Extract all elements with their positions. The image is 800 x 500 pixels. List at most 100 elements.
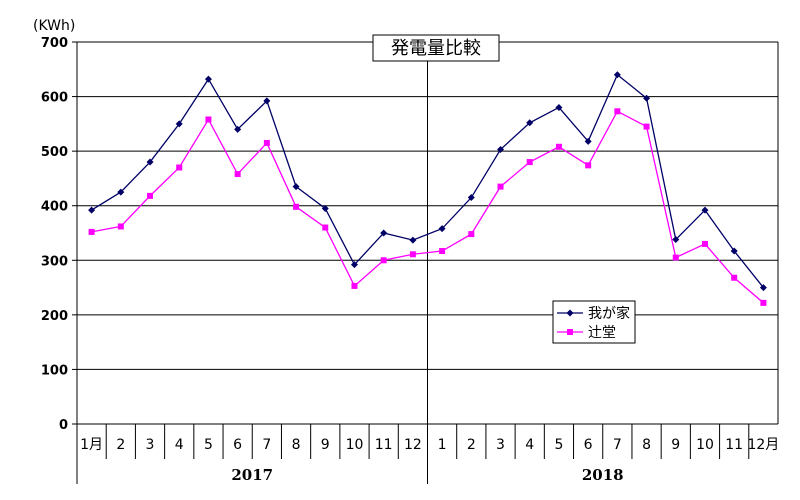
legend-label-0: 我が家 — [588, 305, 630, 322]
y-tick-label-400: 400 — [41, 200, 68, 215]
x-group-label-1: 2018 — [582, 466, 624, 484]
x-tick-label: 1 — [438, 437, 447, 453]
data-point — [759, 284, 767, 292]
chart-title-box: 発電量比較 — [372, 34, 500, 62]
x-tick-label: 11 — [375, 437, 393, 453]
data-point — [731, 274, 738, 281]
x-tick-label: 6 — [233, 437, 242, 453]
x-tick-label: 11 — [725, 437, 743, 453]
x-tick-label: 5 — [554, 437, 563, 453]
data-point — [350, 261, 358, 269]
legend-marker-1 — [567, 329, 573, 335]
data-point — [672, 236, 680, 244]
x-tick-label: 12月 — [747, 437, 779, 453]
x-tick-label: 1月 — [80, 437, 103, 453]
data-point — [730, 247, 738, 255]
data-point — [292, 183, 300, 191]
series-0 — [88, 71, 767, 292]
y-tick-label-0: 0 — [59, 418, 68, 433]
data-point — [526, 159, 533, 166]
data-point — [614, 108, 621, 115]
data-point — [351, 282, 358, 289]
data-point — [88, 228, 95, 235]
legend-label-1: 辻堂 — [588, 325, 616, 341]
data-point — [701, 240, 708, 247]
x-tick-label: 2 — [116, 437, 125, 453]
data-point — [380, 229, 388, 237]
data-point — [584, 137, 592, 145]
data-point — [234, 125, 242, 133]
data-point — [88, 206, 96, 214]
data-point — [321, 204, 329, 212]
data-point — [468, 231, 475, 238]
data-point — [497, 146, 505, 154]
series-layer — [88, 71, 767, 306]
x-tick-label: 3 — [146, 437, 155, 453]
data-point — [672, 254, 679, 261]
data-point — [467, 194, 475, 202]
x-tick-label: 5 — [204, 437, 213, 453]
x-tick-label: 7 — [262, 437, 271, 453]
x-tick-label: 9 — [671, 437, 680, 453]
data-point — [293, 203, 300, 210]
x-tick-label: 4 — [525, 437, 534, 453]
y-tick-label-300: 300 — [41, 254, 68, 269]
x-tick-label: 10 — [346, 437, 364, 453]
y-tick-label-100: 100 — [41, 363, 68, 378]
y-axis-ticks: 0 100 200 300 400 500 600 700 — [41, 36, 77, 433]
y-tick-label-200: 200 — [41, 309, 68, 324]
x-group-label-0: 2017 — [231, 466, 273, 484]
data-point — [117, 188, 125, 196]
chart-title-frame — [372, 34, 500, 62]
data-point — [497, 183, 504, 190]
data-point — [643, 94, 651, 102]
data-point — [263, 139, 270, 146]
data-point — [438, 225, 446, 233]
data-point — [175, 120, 183, 128]
y-tick-label-500: 500 — [41, 145, 68, 160]
data-point — [526, 119, 534, 127]
x-tick-label: 7 — [613, 437, 622, 453]
y-axis-label: (KWh) — [33, 18, 75, 34]
x-tick-label: 3 — [496, 437, 505, 453]
y-tick-label-600: 600 — [41, 91, 68, 106]
data-point — [643, 123, 650, 130]
data-point — [380, 257, 387, 264]
data-point — [409, 251, 416, 258]
data-point — [585, 162, 592, 169]
legend-marker-0 — [566, 309, 574, 317]
data-point — [146, 158, 154, 166]
data-point — [263, 97, 271, 105]
chart-title: 発電量比較 — [391, 38, 481, 59]
data-point — [204, 75, 212, 83]
series-line-0 — [91, 73, 764, 288]
data-point — [205, 116, 212, 123]
x-tick-label: 10 — [696, 437, 714, 453]
x-tick-label: 6 — [584, 437, 593, 453]
series-1 — [88, 108, 767, 306]
data-point — [701, 206, 709, 214]
data-point — [555, 103, 563, 111]
data-point — [555, 143, 562, 150]
x-tick-label: 2 — [467, 437, 476, 453]
data-point — [322, 224, 329, 231]
y-tick-label-700: 700 — [41, 36, 68, 51]
data-point — [760, 299, 767, 306]
x-tick-label: 8 — [292, 437, 301, 453]
data-point — [234, 171, 241, 178]
data-point — [409, 236, 417, 244]
x-tick-label: 12 — [404, 437, 422, 453]
x-tick-label: 8 — [642, 437, 651, 453]
data-point — [176, 164, 183, 171]
data-point — [439, 248, 446, 255]
data-point — [613, 71, 621, 79]
series-line-1 — [91, 110, 764, 304]
data-point — [147, 192, 154, 199]
legend-frame — [552, 300, 636, 344]
x-tick-label: 4 — [175, 437, 184, 453]
x-tick-label: 9 — [321, 437, 330, 453]
data-point — [117, 223, 124, 230]
